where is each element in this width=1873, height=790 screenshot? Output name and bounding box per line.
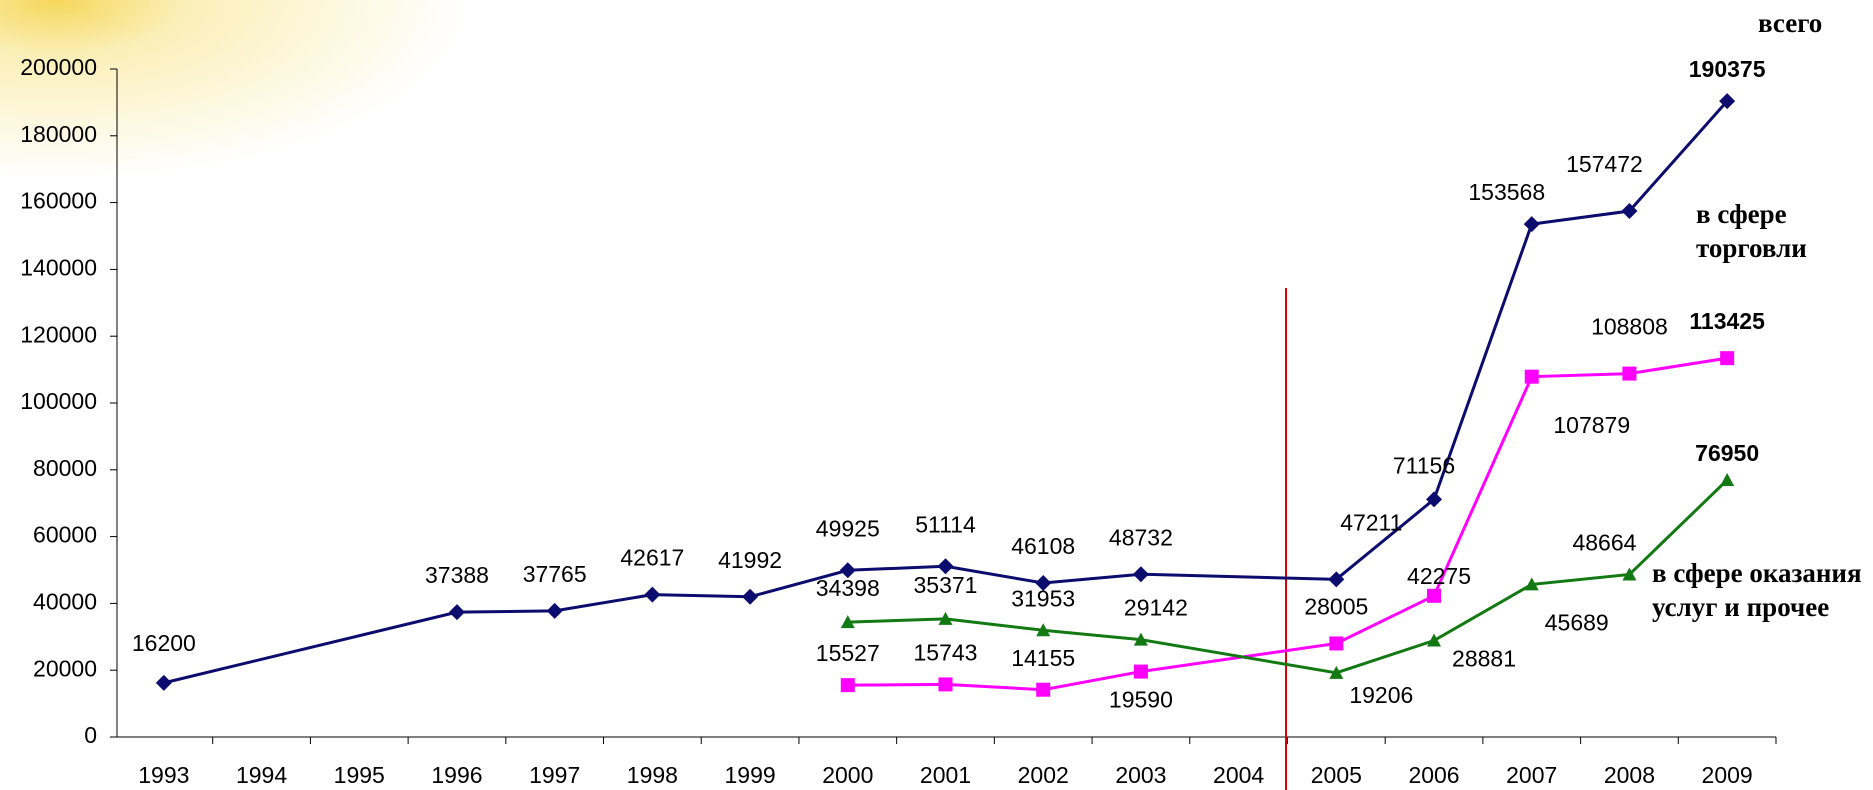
y-tick-label: 0 [84,722,97,748]
y-tick-label: 180000 [20,121,97,147]
data-label: 42275 [1407,563,1471,589]
marker [449,604,465,620]
marker [1036,683,1050,697]
marker [1622,367,1636,381]
x-tick-label: 2000 [822,762,873,788]
data-label: 108808 [1591,314,1668,340]
x-tick-label: 2006 [1408,762,1459,788]
chart: 0 20000 40000 60000 80000 100000 120000 140000 1… [0,0,1873,790]
marker [1329,636,1343,650]
y-tick-label: 100000 [20,388,97,414]
data-label: 41992 [718,547,782,573]
marker [1427,634,1441,647]
marker [644,587,660,603]
series-line [848,480,1727,673]
x-tick-label: 1999 [725,762,776,788]
data-label: 19206 [1349,682,1413,708]
data-label: 16200 [132,630,196,656]
data-label: 47211 [1340,509,1402,535]
y-tick-label: 60000 [33,522,97,548]
y-tick-label: 200000 [20,54,97,80]
x-tick-label: 1996 [431,762,482,788]
marker [1525,370,1539,384]
data-label: 35371 [914,572,978,598]
x-tick-label: 2005 [1311,762,1362,788]
data-label: 107879 [1553,412,1630,438]
data-label: 46108 [1011,533,1075,559]
x-tick-label: 2008 [1604,762,1655,788]
data-label: 15743 [914,639,978,665]
marker [156,675,172,691]
series-label: всего [1758,6,1822,40]
data-label: 29142 [1124,595,1188,621]
series-line [848,358,1727,690]
data-label: 28005 [1304,594,1368,620]
x-tick-label: 2007 [1506,762,1557,788]
marker [1133,566,1149,582]
marker [1524,216,1540,232]
plot: 0 20000 40000 60000 80000 100000 120000 140000 1… [0,0,1873,790]
series-label: в сфере торговли [1696,197,1866,265]
data-label: 15527 [816,640,880,666]
x-tick-label: 2004 [1213,762,1264,788]
x-tick-label: 1994 [236,762,287,788]
marker [1720,351,1734,365]
x-tick-label: 1998 [627,762,678,788]
data-label: 71156 [1393,452,1455,478]
data-label: 157472 [1566,151,1643,177]
data-label: 76950 [1695,440,1759,466]
x-tick-label: 1997 [529,762,580,788]
x-tick-label: 1993 [138,762,189,788]
marker [742,589,758,605]
data-label: 48664 [1572,530,1636,556]
data-label: 48732 [1109,524,1173,550]
data-label: 49925 [816,515,880,541]
data-label: 45689 [1545,609,1609,635]
data-label: 14155 [1011,645,1075,671]
y-tick-label: 120000 [20,321,97,347]
y-tick-label: 140000 [20,254,97,280]
y-tick-label: 80000 [33,455,97,481]
data-label: 31953 [1011,585,1075,611]
data-label: 42617 [620,545,684,571]
marker [939,677,953,691]
data-label: 153568 [1468,179,1545,205]
marker [1134,665,1148,679]
x-tick-label: 1995 [334,762,385,788]
x-tick-label: 2003 [1115,762,1166,788]
data-label: 113425 [1689,308,1765,334]
data-label: 37765 [523,561,587,587]
marker [547,603,563,619]
x-tick-label: 2009 [1702,762,1753,788]
y-tick-label: 20000 [33,655,97,681]
series-label: в сфере оказания услуг и прочее [1652,556,1872,624]
y-tick-label: 160000 [20,188,97,214]
data-label: 19590 [1109,687,1173,713]
marker [1720,473,1734,486]
marker [1427,589,1441,603]
marker [841,678,855,692]
data-label: 51114 [915,511,976,537]
data-label: 37388 [425,562,489,588]
x-tick-label: 2001 [920,762,971,788]
data-label: 28881 [1452,646,1516,672]
y-tick-label: 40000 [33,588,97,614]
x-tick-label: 2002 [1018,762,1069,788]
data-label: 190375 [1689,56,1766,82]
data-label: 34398 [816,575,880,601]
